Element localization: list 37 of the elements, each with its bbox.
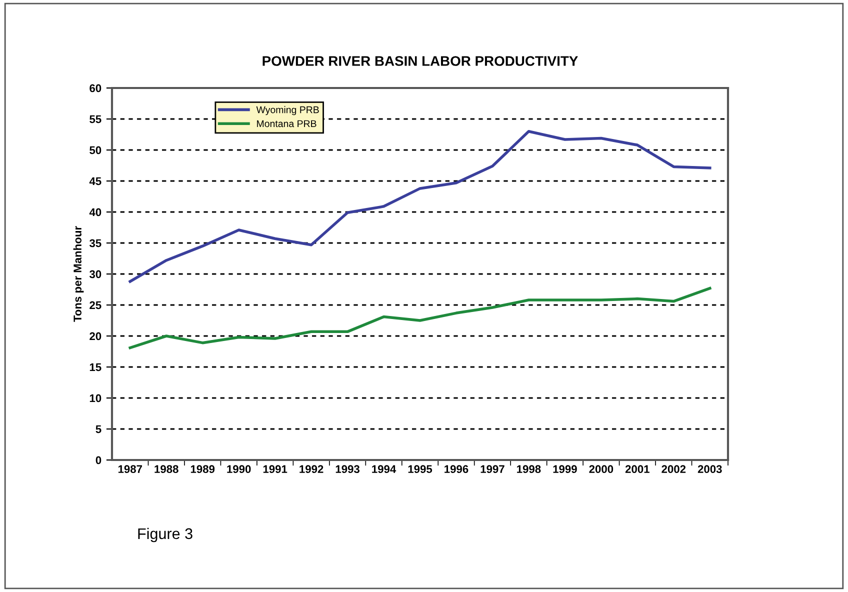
x-tick-label: 1991 bbox=[263, 465, 288, 474]
x-tick-label: 1995 bbox=[408, 465, 432, 474]
line-series bbox=[128, 130, 712, 283]
y-axis-title: Tons per Manhour bbox=[73, 226, 84, 322]
legend-label: Wyoming PRB bbox=[256, 106, 319, 116]
x-tick-label: 1996 bbox=[444, 465, 468, 474]
y-tick-label: 40 bbox=[89, 208, 102, 216]
x-tick-label: 2003 bbox=[698, 465, 722, 474]
caption: Figure 3 bbox=[138, 528, 192, 542]
chart-title: POWDER RIVER BASIN LABOR PRODUCTIVITY bbox=[262, 56, 578, 66]
x-tick-label: 2002 bbox=[662, 465, 686, 474]
x-tick-label: 1993 bbox=[336, 465, 360, 474]
y-tick-label: 0 bbox=[96, 456, 102, 464]
x-tick-label: 1997 bbox=[480, 465, 504, 474]
y-tick-label: 45 bbox=[89, 177, 102, 186]
y-tick-label: 25 bbox=[90, 301, 102, 310]
x-tick-label: 1992 bbox=[300, 465, 324, 474]
x-tick-label: 1989 bbox=[190, 465, 215, 474]
x-tick-label: 1994 bbox=[372, 465, 396, 474]
y-tick-label: 15 bbox=[90, 363, 102, 372]
y-tick-label: 35 bbox=[89, 239, 102, 248]
y-tick-label: 30 bbox=[89, 270, 102, 278]
y-tick-label: 55 bbox=[90, 115, 102, 124]
x-tick-label: 1998 bbox=[517, 465, 541, 474]
x-tick-label: 2001 bbox=[625, 465, 650, 474]
x-tick-label: 1999 bbox=[553, 465, 577, 474]
y-tick-label: 50 bbox=[90, 146, 102, 154]
y-tick-label: 5 bbox=[96, 425, 102, 434]
x-tick-label: 1988 bbox=[154, 465, 178, 474]
x-tick-label: 1987 bbox=[118, 465, 142, 474]
y-tick-label: 20 bbox=[90, 332, 102, 340]
line-series bbox=[128, 286, 712, 350]
x-tick-label: 1990 bbox=[227, 465, 251, 474]
legend-label: Montana PRB bbox=[257, 120, 316, 128]
x-tick-label: 2000 bbox=[589, 465, 614, 474]
y-tick-label: 10 bbox=[90, 394, 102, 402]
y-tick-label: 60 bbox=[90, 84, 102, 92]
